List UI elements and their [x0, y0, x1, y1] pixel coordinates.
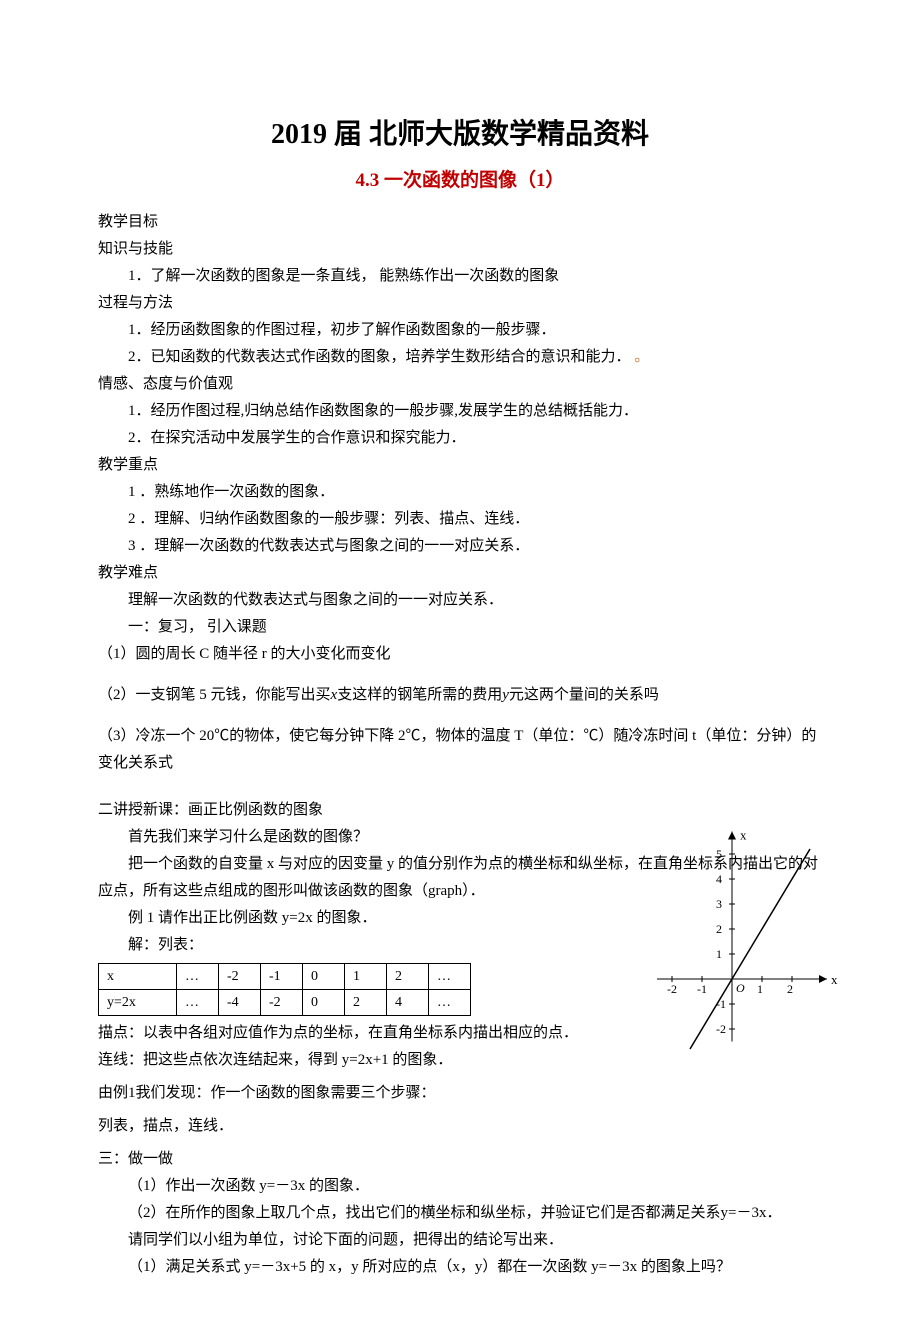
- keypoint-item-2: 2 ．理解、归纳作函数图象的一般步骤：列表、描点、连线．: [98, 506, 822, 533]
- svg-text:2: 2: [787, 982, 793, 996]
- svg-text:-2: -2: [716, 1022, 726, 1036]
- process-item-1: 1．经历函数图象的作图过程，初步了解作函数图象的一般步骤．: [98, 317, 822, 344]
- table-cell: y=2x: [99, 989, 177, 1015]
- table-cell: -2: [261, 989, 303, 1015]
- review-q2-part-a: （2）一支钢笔 5 元钱，你能写出买: [98, 687, 331, 703]
- review-q2-part-b: 支这样的钢笔所需的费用: [337, 687, 502, 703]
- table-cell: …: [429, 963, 471, 989]
- emotion-item-1: 1．经历作图过程,归纳总结作函数图象的一般步骤,发展学生的总结概括能力．: [98, 398, 822, 425]
- svg-text:2: 2: [716, 922, 722, 936]
- knowledge-heading: 知识与技能: [98, 236, 822, 263]
- table-cell: …: [177, 989, 219, 1015]
- table-row: x … -2 -1 0 1 2 …: [99, 963, 471, 989]
- finding: 由例1我们发现：作一个函数的图象需要三个步骤：: [98, 1080, 822, 1107]
- main-title: 2019 届 北师大版数学精品资料: [98, 110, 822, 160]
- review-q2-part-c: 元这两个量间的关系吗: [509, 687, 659, 703]
- process-item-2-text: 2．已知函数的代数表达式作函数的图象，培养学生数形结合的意识和能力．: [128, 349, 631, 365]
- svg-text:5: 5: [716, 847, 722, 861]
- var-y: y: [502, 687, 509, 703]
- table-cell: 0: [303, 989, 345, 1015]
- table-cell: -2: [219, 963, 261, 989]
- practice-q3: （1）满足关系式 y=－3x+5 的 x，y 所对应的点（x，y）都在一次函数 …: [98, 1254, 822, 1281]
- table-row: y=2x … -4 -2 0 2 4 …: [99, 989, 471, 1015]
- table-cell: 1: [345, 963, 387, 989]
- practice-q1: （1）作出一次函数 y=－3x 的图象．: [98, 1173, 822, 1200]
- table-cell: 0: [303, 963, 345, 989]
- difficulty-item-1: 理解一次函数的代数表达式与图象之间的一一对应关系．: [98, 587, 822, 614]
- keypoint-item-1: 1 ．熟练地作一次函数的图象．: [98, 479, 822, 506]
- svg-text:x: x: [831, 972, 838, 987]
- svg-text:1: 1: [716, 947, 722, 961]
- table-cell: -4: [219, 989, 261, 1015]
- svg-text:1: 1: [757, 982, 763, 996]
- emotion-item-2: 2．在探究活动中发展学生的合作意识和探究能力．: [98, 425, 822, 452]
- spacer: [98, 668, 822, 682]
- table-cell: 4: [387, 989, 429, 1015]
- review-q1: （1）圆的周长 C 随半径 r 的大小变化而变化: [98, 641, 822, 668]
- emotion-heading: 情感、态度与价值观: [98, 371, 822, 398]
- spacer: [98, 777, 822, 797]
- table-cell: …: [177, 963, 219, 989]
- svg-text:-2: -2: [667, 982, 677, 996]
- content-with-graph: 首先我们来学习什么是函数的图像？ 把一个函数的自变量 x 与对应的因变量 y 的…: [98, 824, 822, 1140]
- knowledge-item-1: 1．了解一次函数的图象是一条直线， 能熟练作出一次函数的图象: [98, 263, 822, 290]
- practice-p3: 请同学们以小组为单位，讨论下面的问题，把得出的结论写出来．: [98, 1227, 822, 1254]
- review-q2: （2）一支钢笔 5 元钱，你能写出买x支这样的钢笔所需的费用y元这两个量间的关系…: [98, 682, 822, 709]
- table-cell: 2: [387, 963, 429, 989]
- table-cell: 2: [345, 989, 387, 1015]
- keypoint-item-3: 3 ．理解一次函数的代数表达式与图象之间的一一对应关系．: [98, 533, 822, 560]
- spacer: [98, 709, 822, 723]
- practice-heading: 三：做一做: [98, 1146, 822, 1173]
- svg-text:x: x: [740, 827, 747, 842]
- svg-text:-1: -1: [697, 982, 707, 996]
- keypoint-heading: 教学重点: [98, 452, 822, 479]
- svg-text:3: 3: [716, 897, 722, 911]
- data-table: x … -2 -1 0 1 2 … y=2x … -4 -2 0 2 4 …: [98, 963, 471, 1016]
- table-cell: -1: [261, 963, 303, 989]
- svg-text:O: O: [736, 981, 745, 995]
- coordinate-graph: -2-112-2-112345Oxx: [582, 804, 842, 1084]
- goal-heading: 教学目标: [98, 209, 822, 236]
- steps: 列表，描点，连线．: [98, 1113, 822, 1140]
- sub-title: 4.3 一次函数的图像（1）: [98, 164, 822, 198]
- table-cell: x: [99, 963, 177, 989]
- table-cell: …: [429, 989, 471, 1015]
- document-container: 2019 届 北师大版数学精品资料 4.3 一次函数的图像（1） 教学目标 知识…: [98, 110, 822, 1281]
- process-item-2: 2．已知函数的代数表达式作函数的图象，培养学生数形结合的意识和能力． 。: [98, 344, 822, 371]
- review-heading: 一：复习， 引入课题: [98, 614, 822, 641]
- practice-q2: （2）在所作的图象上取几个点，找出它们的横坐标和纵坐标，并验证它们是否都满足关系…: [98, 1200, 822, 1227]
- orange-dot-icon: 。: [634, 349, 649, 365]
- review-q3: （3）冷冻一个 20℃的物体，使它每分钟下降 2℃，物体的温度 T（单位：℃）随…: [98, 723, 822, 777]
- svg-text:4: 4: [716, 872, 722, 886]
- difficulty-heading: 教学难点: [98, 560, 822, 587]
- process-heading: 过程与方法: [98, 290, 822, 317]
